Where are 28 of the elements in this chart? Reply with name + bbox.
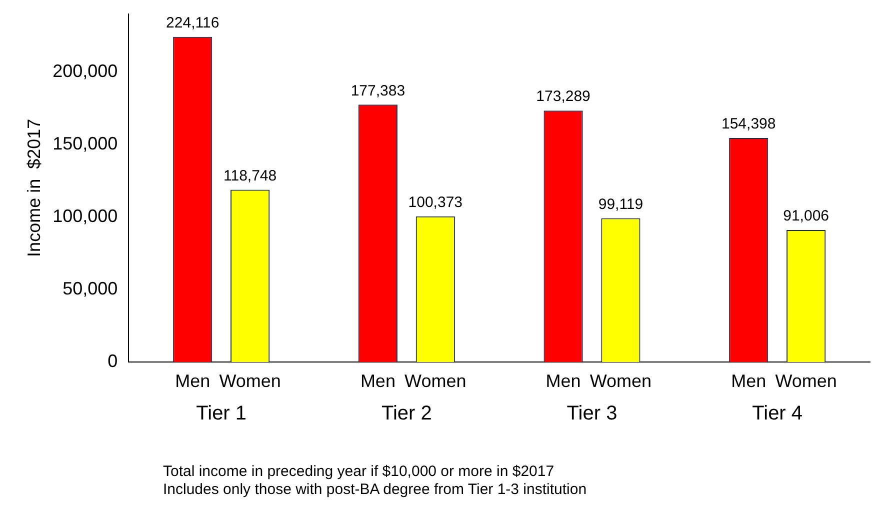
y-tick-label: 150,000 (52, 133, 118, 154)
text: Women (404, 370, 466, 391)
x-tick-label: Tier 1 (196, 402, 247, 425)
x-tick-label: Tier 2 (381, 402, 432, 425)
y-tick-label: 100,000 (52, 206, 118, 226)
data-label: 99,119 (598, 196, 644, 213)
y-tick-label: 50,000 (62, 278, 118, 298)
data-label: 100,373 (408, 194, 463, 212)
y-axis-title: Income in $2017 (24, 118, 44, 257)
data-label: 118,748 (224, 167, 277, 184)
text: Women (590, 370, 652, 391)
text: Includes only those with post-BA degree from Tier 1-3 institution (163, 481, 587, 499)
series-label: Women (775, 370, 837, 391)
data-label: 154,398 (721, 116, 776, 133)
y-tick-label: 0 (108, 350, 118, 371)
y-tick-label: 200,000 (52, 60, 118, 81)
text: Men (546, 370, 581, 391)
data-label: 224,116 (166, 14, 220, 32)
text: Total income in preceding year if $10,000 or more in $2017 (163, 463, 556, 481)
text: Men (360, 370, 396, 391)
data-label: 91,006 (783, 208, 830, 225)
x-tick-label: Tier 4 (752, 402, 803, 425)
text: Women (219, 370, 281, 391)
x-tick-label: Tier 3 (566, 402, 618, 425)
data-label: 177,383 (350, 82, 406, 100)
data-label: 173,289 (536, 88, 590, 106)
text: Men (731, 370, 766, 391)
series-label: Men (175, 370, 210, 391)
